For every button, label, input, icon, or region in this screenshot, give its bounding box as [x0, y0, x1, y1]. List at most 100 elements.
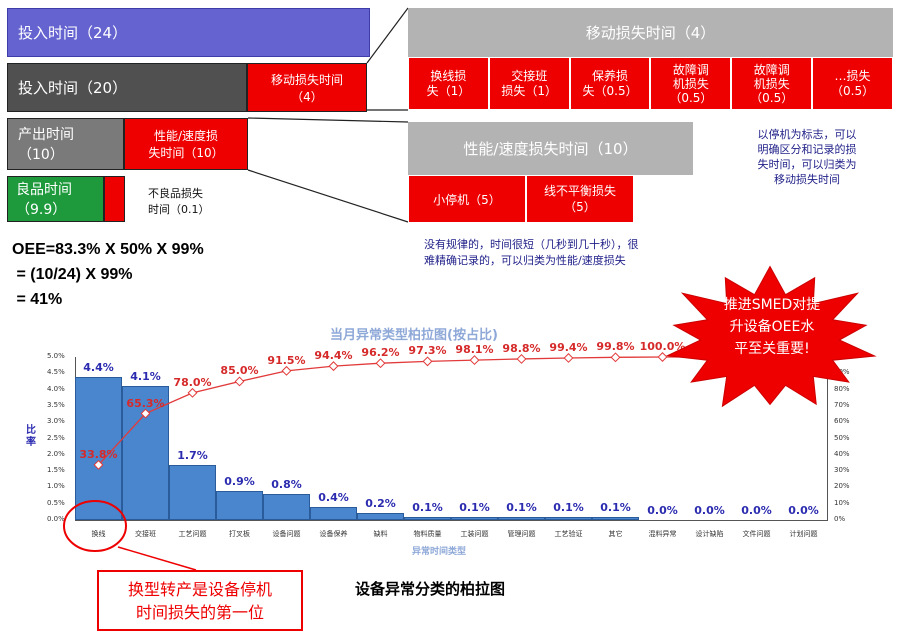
- bar-value-label: 0.0%: [694, 504, 725, 517]
- perf-loss-small-box: 性能/速度损 失时间（10）: [124, 118, 248, 170]
- cumulative-value-label: 91.5%: [267, 353, 306, 367]
- move-loss-small-box: 移动损失时间 （4）: [247, 63, 367, 112]
- move-loss-item: 故障调 机损失 （0.5）: [731, 57, 813, 110]
- perf-loss-title: 性能/速度损失时间（10）: [463, 140, 638, 158]
- y2-tick-label: 20%: [834, 482, 850, 491]
- y2-tick-label: 0%: [834, 515, 846, 523]
- bar-value-label: 0.0%: [788, 504, 819, 517]
- y-tick-label: 3.5%: [47, 400, 65, 409]
- perf-loss-item: 线不平衡损失 （5）: [526, 175, 634, 223]
- cumulative-point: [234, 376, 245, 387]
- y2-tick-label: 50%: [834, 433, 850, 442]
- good-time-box: 良品时间 （9.9）: [7, 176, 104, 222]
- x-axis-label: 异常时间类型: [412, 547, 467, 557]
- x-tick-label: 设备问题: [272, 530, 301, 538]
- chart-bar: [122, 386, 169, 520]
- oee-line-3: = 41%: [12, 291, 63, 308]
- perf-loss-title-box: 性能/速度损失时间（10）: [408, 122, 693, 175]
- x-tick-label: 计划问题: [789, 530, 818, 538]
- x-tick-label: 物料质量: [413, 530, 442, 538]
- chart-bar: [545, 516, 592, 520]
- cumulative-value-label: 100.0%: [639, 340, 686, 353]
- cumulative-point: [610, 352, 621, 363]
- cumulative-value-label: 96.2%: [361, 346, 400, 360]
- bar-value-label: 0.1%: [600, 500, 631, 514]
- y-tick-label: 5.0%: [47, 352, 65, 360]
- cumulative-point: [422, 356, 433, 367]
- chart-bar: [451, 516, 498, 520]
- y2-tick-label: 30%: [834, 466, 850, 475]
- cumulative-value-label: 78.0%: [173, 375, 212, 389]
- move-loss-title: 移动损失时间（4）: [585, 24, 716, 42]
- cumulative-value-label: 65.3%: [126, 396, 165, 410]
- cumulative-value-label: 97.3%: [408, 344, 447, 358]
- y-tick-label: 3.0%: [47, 417, 65, 426]
- x-tick-label: 工艺验证: [554, 530, 583, 538]
- bar-value-label: 0.1%: [553, 500, 584, 514]
- move-loss-note: 以停机为标志，可以 明确区分和记录的损 失时间，可以归类为 移动损失时间: [757, 128, 857, 186]
- cumulative-value-label: 99.4%: [549, 340, 588, 354]
- cumulative-point: [657, 352, 668, 362]
- input-time-20-box: 投入时间（20）: [7, 63, 247, 112]
- output-time-label: 产出时间 （10）: [18, 127, 74, 163]
- oee-line-2: = (10/24) X 99%: [12, 266, 133, 283]
- move-loss-item: 换线损 失（1）: [408, 57, 489, 110]
- cumulative-point: [328, 361, 339, 372]
- move-loss-item: …损失 （0.5）: [812, 57, 893, 110]
- bar-value-label: 0.2%: [365, 497, 396, 511]
- chart-title: 当月异常类型柏拉图(按占比): [330, 328, 498, 343]
- y2-tick-label: 80%: [834, 384, 850, 393]
- move-loss-item: 保养损 失（0.5）: [569, 57, 651, 110]
- y-tick-label: 0.0%: [47, 515, 65, 523]
- chart-bar: [357, 513, 404, 520]
- callout-box: 换型转产是设备停机 时间损失的第一位: [97, 570, 303, 631]
- bar-value-label: 0.1%: [412, 500, 443, 514]
- chart-bar: [404, 516, 451, 520]
- x-tick-label: 文件问题: [742, 530, 771, 538]
- move-loss-items-row: 换线损 失（1） 交接班 损失（1） 保养损 失（0.5） 故障调 机损失 （0…: [408, 57, 893, 110]
- y-tick-label: 4.0%: [47, 384, 65, 393]
- cumulative-value-label: 33.8%: [79, 447, 118, 461]
- cumulative-point: [187, 387, 198, 398]
- cumulative-point: [375, 358, 386, 369]
- perf-loss-item: 小停机（5）: [408, 175, 526, 223]
- plot-right-axis: [827, 357, 828, 520]
- bar-value-label: 0.4%: [318, 490, 349, 504]
- y-axis-label: 比率: [26, 425, 36, 448]
- perf-loss-small-label: 性能/速度损 失时间（10）: [148, 129, 224, 160]
- input-time-24-box: 投入时间（24）: [7, 8, 370, 57]
- cumulative-value-label: 99.8%: [596, 340, 635, 354]
- cumulative-point: [281, 365, 292, 376]
- y2-tick-label: 60%: [834, 417, 850, 426]
- bar-value-label: 0.1%: [459, 500, 490, 514]
- bar-value-label: 4.1%: [130, 370, 161, 384]
- cumulative-value-label: 94.4%: [314, 349, 353, 363]
- y-tick-label: 2.0%: [47, 449, 65, 458]
- x-tick-label: 缺料: [373, 530, 388, 538]
- cumulative-value-label: 98.8%: [502, 341, 541, 355]
- cumulative-value-label: 85.0%: [220, 364, 259, 378]
- defect-loss-label: 不良品损失 时间（0.1）: [148, 187, 210, 216]
- x-tick-label: 设备保养: [319, 530, 348, 538]
- defect-loss-bar: [104, 176, 125, 222]
- y2-tick-label: 70%: [834, 400, 850, 409]
- cumulative-point: [140, 408, 151, 419]
- cumulative-point: [93, 459, 104, 470]
- chart-caption: 设备异常分类的柏拉图: [355, 580, 506, 598]
- x-tick-label: 混料异常: [648, 530, 677, 538]
- x-tick-label: 工装问题: [460, 530, 489, 538]
- x-tick-label: 管理问题: [507, 530, 536, 538]
- input-time-24-label: 投入时间（24）: [18, 24, 128, 42]
- move-loss-item: 交接班 损失（1）: [488, 57, 570, 110]
- y-tick-label: 1.0%: [47, 482, 65, 491]
- y-tick-label: 4.5%: [47, 368, 65, 377]
- burst-text: 推进SMED对提 升设备OEE水 平至关重要!: [723, 297, 821, 357]
- bar-value-label: 0.8%: [271, 477, 302, 491]
- x-tick-label: 设计缺陷: [695, 530, 724, 538]
- y-tick-label: 1.5%: [47, 466, 65, 475]
- chart-bar: [263, 493, 310, 520]
- cumulative-value-label: 98.1%: [455, 343, 494, 357]
